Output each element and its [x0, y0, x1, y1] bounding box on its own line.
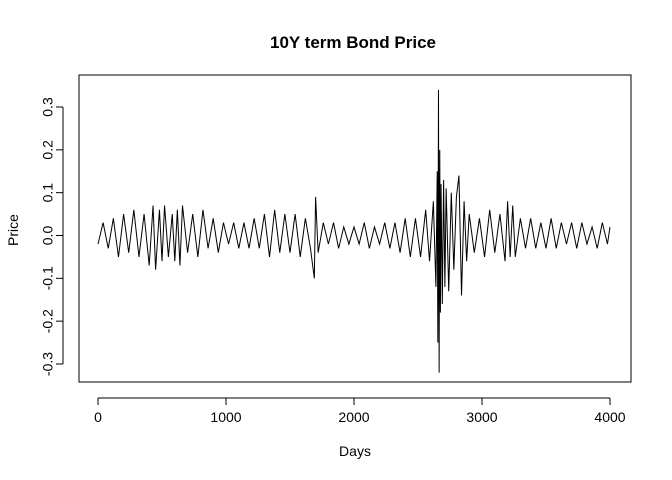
y-tick-label: -0.3 [40, 352, 56, 376]
x-tick-label: 1000 [210, 409, 241, 425]
y-tick-label: 0.3 [40, 97, 56, 117]
plot-box [78, 74, 632, 383]
y-tick-label: -0.1 [40, 266, 56, 290]
x-axis-label: Days [339, 443, 371, 459]
y-axis-label: Price [5, 214, 21, 246]
x-tick-label: 2000 [338, 409, 369, 425]
y-tick-label: -0.2 [40, 309, 56, 333]
y-tick-label: 0.1 [40, 183, 56, 203]
x-tick-label: 4000 [594, 409, 625, 425]
x-axis: 0 1000 2000 3000 4000 [94, 397, 626, 425]
plot-area [97, 89, 611, 373]
y-tick-label: 0.2 [40, 140, 56, 160]
x-tick-label: 3000 [466, 409, 497, 425]
series-line [97, 89, 611, 373]
chart-title: 10Y term Bond Price [270, 33, 436, 52]
y-tick-label: 0.0 [40, 226, 56, 246]
x-tick-label: 0 [94, 409, 102, 425]
y-axis: -0.3 -0.2 -0.1 0.0 0.1 0.2 0.3 [40, 97, 64, 376]
